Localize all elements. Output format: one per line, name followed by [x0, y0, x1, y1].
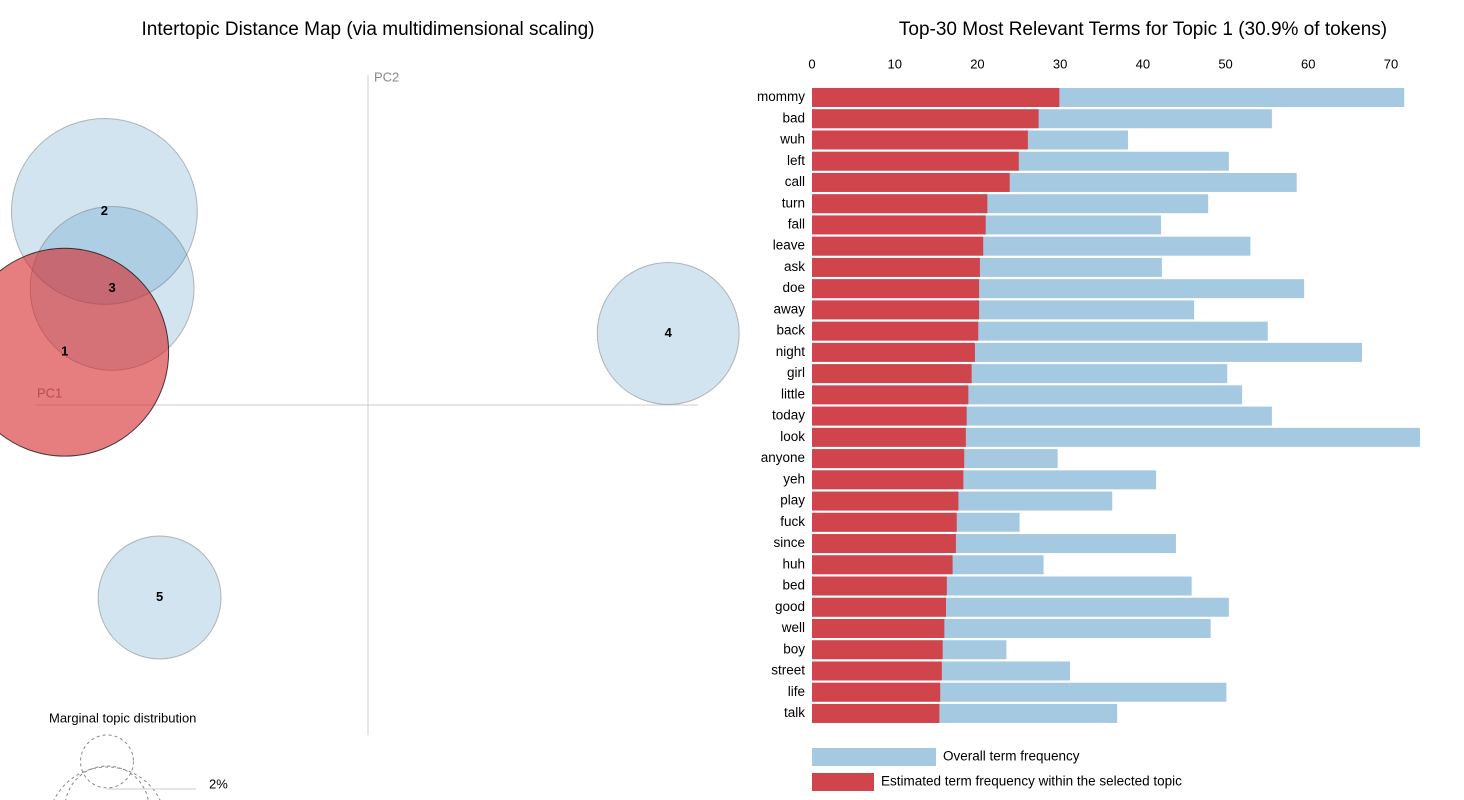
size-legend-circle: [80, 734, 134, 789]
bar: [812, 597, 946, 617]
bar: [812, 427, 966, 447]
x-tick-label: 0: [808, 56, 815, 71]
term-label: talk: [784, 705, 805, 720]
term-label: call: [785, 174, 805, 189]
term-label: since: [773, 535, 805, 550]
topic-label: 1: [61, 344, 68, 359]
term-label: doe: [782, 280, 805, 295]
bar: [812, 661, 942, 681]
topic-bubble: [0, 247, 170, 457]
term-label: wuh: [779, 132, 805, 147]
term-label: leave: [773, 238, 805, 253]
term-label: back: [776, 323, 805, 338]
bar: [812, 619, 945, 638]
legend-swatch: [812, 773, 874, 791]
term-label: life: [788, 684, 805, 699]
term-label: little: [781, 386, 805, 401]
term-label: mommy: [757, 89, 805, 104]
bar: [812, 215, 986, 235]
bar-title: Top-30 Most Relevant Terms for Topic 1 (…: [899, 19, 1387, 40]
size-legend-circle-deco: [65, 765, 149, 800]
term-label: bad: [782, 110, 805, 125]
x-tick-label: 50: [1218, 56, 1232, 71]
term-label: girl: [787, 365, 805, 380]
term-label: fuck: [780, 514, 805, 529]
term-label: fall: [788, 217, 805, 232]
term-label: left: [787, 153, 805, 168]
legend-label: Overall term frequency: [943, 749, 1080, 764]
term-label: bed: [782, 578, 805, 593]
bar: [812, 470, 964, 490]
bar: [812, 491, 959, 511]
topic-label: 4: [665, 325, 673, 340]
x-tick-label: 20: [970, 56, 984, 71]
x-tick-label: 40: [1136, 56, 1150, 71]
bar: [812, 640, 943, 660]
bar: [812, 279, 980, 299]
topic-bubble: [97, 535, 222, 660]
bar: [812, 534, 956, 554]
size-legend-label: 2%: [209, 776, 228, 791]
topic-label: 2: [101, 203, 108, 218]
size-legend-title: Marginal topic distribution: [49, 710, 196, 725]
term-label: play: [780, 493, 805, 508]
x-tick-label: 10: [887, 56, 901, 71]
bar: [812, 449, 965, 469]
term-label: yeh: [783, 471, 805, 486]
term-label: boy: [783, 641, 805, 656]
term-label: look: [780, 429, 805, 444]
x-tick-label: 60: [1301, 56, 1315, 71]
bar: [812, 576, 947, 596]
topic-label: 5: [156, 589, 163, 604]
bar: [812, 88, 1060, 107]
bar: [812, 512, 957, 532]
bar: [812, 364, 972, 384]
bar: [812, 300, 980, 320]
bar: [812, 555, 953, 575]
term-label: anyone: [761, 450, 805, 465]
term-label: away: [773, 301, 805, 316]
term-label: today: [772, 408, 805, 423]
topic-label: 3: [109, 280, 116, 295]
bar: [812, 236, 984, 256]
legend-label: Estimated term frequency within the sele…: [881, 774, 1182, 789]
term-label: turn: [782, 195, 805, 210]
topic-bubble: [596, 262, 740, 405]
term-label: ask: [784, 259, 805, 274]
term-label: night: [776, 344, 806, 359]
term-label: huh: [782, 556, 805, 571]
bar: [812, 151, 1019, 171]
size-legend-circle-deco: [53, 766, 161, 800]
bar: [812, 406, 967, 426]
y-axis-label: PC2: [374, 69, 399, 84]
term-label: well: [781, 620, 805, 635]
bar: [812, 172, 1010, 192]
term-label: good: [775, 599, 805, 614]
bar: [812, 321, 979, 341]
legend-swatch: [812, 748, 936, 766]
scatter-title: Intertopic Distance Map (via multidimens…: [141, 19, 594, 40]
x-tick-label: 30: [1053, 56, 1067, 71]
bar: [812, 194, 988, 214]
x-tick-label: 70: [1384, 56, 1398, 71]
term-label: street: [771, 663, 805, 678]
bar: [812, 682, 941, 702]
bar: [812, 109, 1039, 129]
bar: [812, 342, 975, 362]
bar: [812, 257, 980, 277]
bar: [812, 130, 1028, 150]
bar: [812, 385, 969, 405]
bar: [812, 703, 940, 723]
